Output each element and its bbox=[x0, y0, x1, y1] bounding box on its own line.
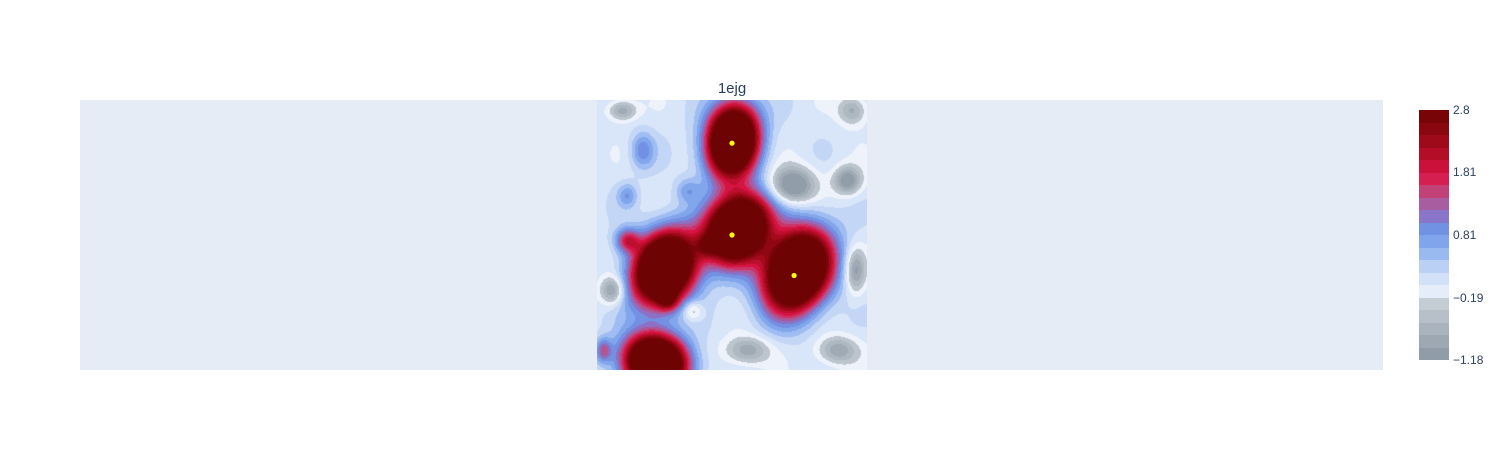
colorbar-segment bbox=[1419, 335, 1449, 348]
colorbar-segment bbox=[1419, 222, 1449, 235]
colorbar-segment bbox=[1419, 322, 1449, 335]
atom-markers bbox=[729, 140, 797, 279]
colorbar-segment bbox=[1419, 272, 1449, 285]
colorbar-tick-label: 2.8 bbox=[1453, 103, 1470, 117]
colorbar-segment bbox=[1419, 235, 1449, 248]
colorbar-tick-label: −1.18 bbox=[1453, 353, 1484, 367]
colorbar-segment bbox=[1419, 310, 1449, 323]
colorbar-segment bbox=[1419, 172, 1449, 185]
colorbar-segment bbox=[1419, 110, 1449, 123]
colorbar-tick-label: 1.81 bbox=[1453, 165, 1477, 180]
colorbar-tick-label: −0.19 bbox=[1453, 290, 1484, 305]
atom-marker bbox=[791, 272, 797, 279]
colorbar-segment bbox=[1419, 160, 1449, 173]
colorbar-segment bbox=[1419, 247, 1449, 260]
chart-title: 1ejg bbox=[717, 80, 747, 97]
colorbar-tick-label: 0.81 bbox=[1453, 228, 1477, 242]
colorbar-segment bbox=[1419, 122, 1449, 135]
colorbar-segment bbox=[1419, 285, 1449, 298]
atom-marker bbox=[729, 140, 735, 146]
colorbar-segment bbox=[1419, 260, 1449, 273]
colorbar bbox=[1419, 110, 1449, 360]
colorbar-segment bbox=[1419, 185, 1449, 198]
colorbar-segment bbox=[1419, 135, 1449, 148]
colorbar-segment bbox=[1419, 297, 1449, 310]
colorbar-segment bbox=[1419, 210, 1449, 223]
colorbar-segment bbox=[1419, 197, 1449, 210]
colorbar-segment bbox=[1419, 147, 1449, 160]
colorbar-segment bbox=[1419, 347, 1449, 360]
atom-marker bbox=[729, 232, 735, 238]
